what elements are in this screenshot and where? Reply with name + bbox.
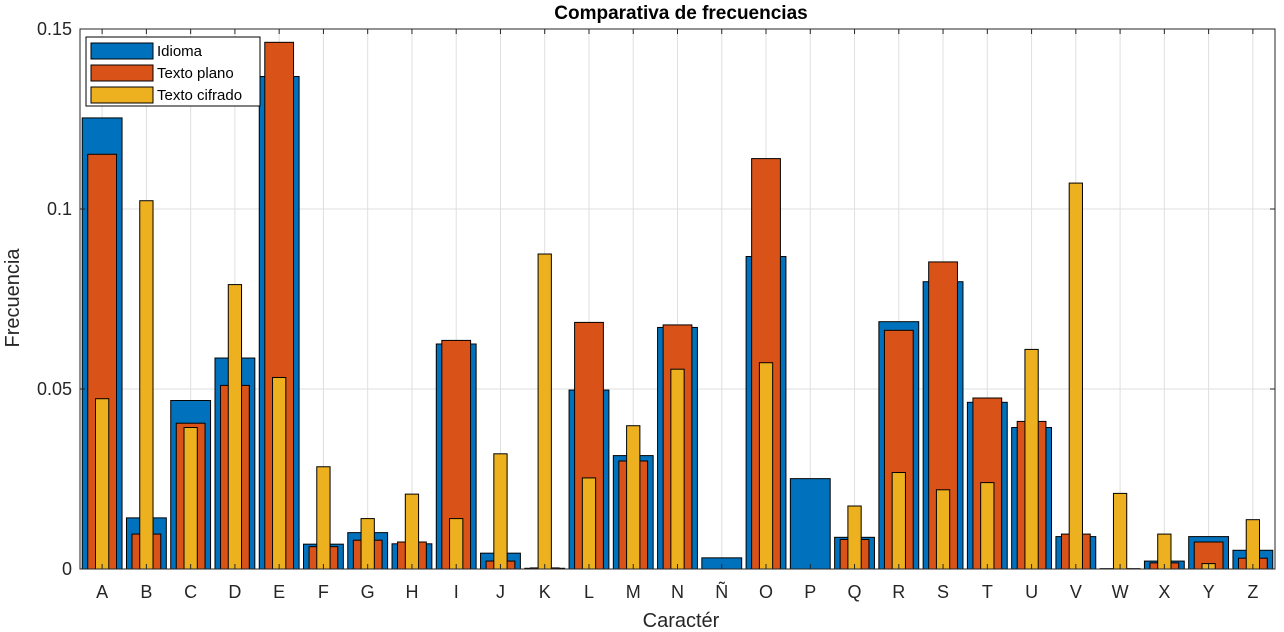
bar-texto-cifrado-M [626,425,641,570]
bar-texto-cifrado-V [1068,182,1083,570]
x-tick-label: Ñ [715,581,728,602]
bar-texto-cifrado-G [360,518,375,570]
x-tick-label: K [539,582,551,602]
x-tick-label: R [892,582,905,602]
bar-texto-cifrado-K [537,253,552,570]
x-tick-label: S [937,582,949,602]
bar-texto-cifrado-B [139,200,154,570]
legend-label-2: Texto plano [157,65,234,82]
bar-texto-cifrado-F [316,466,331,570]
bar-texto-cifrado-L [581,477,597,570]
x-tick-label: T [982,582,993,602]
legend-swatch-3 [90,86,154,104]
x-tick-label: I [454,582,459,602]
bar-texto-cifrado-N [670,368,685,570]
bar-texto-cifrado-S [935,489,951,570]
bar-texto-cifrado-T [980,482,995,570]
y-tick-label: 0 [62,559,72,579]
x-tick-label: J [496,582,505,602]
bar-texto-cifrado-R [891,472,906,570]
bar-texto-cifrado-E [272,376,287,570]
x-tick-label: D [228,582,241,602]
legend-label-1: Idioma [157,43,203,60]
bars [81,41,1274,570]
legend-label-3: Texto cifrado [157,87,242,104]
x-tick-label: Q [848,582,862,602]
bar-texto-cifrado-A [94,398,110,570]
bar-texto-plano-Y [1193,541,1224,570]
x-tick-label: O [759,582,773,602]
y-tick-label: 0.05 [37,379,72,399]
chart-title: Comparativa de frecuencias [554,3,807,24]
x-tick-label: C [184,582,197,602]
x-tick-label: U [1025,582,1038,602]
x-tick-label: A [96,582,108,602]
bar-texto-cifrado-C [183,427,198,570]
x-tick-label: V [1070,582,1082,602]
x-tick-label: N [671,582,684,602]
bar-texto-cifrado-I [449,518,464,570]
bar-idioma-P [789,478,831,570]
x-tick-label: H [405,582,418,602]
x-tick-label: P [804,582,816,602]
x-tick-label: Z [1247,582,1258,602]
bar-texto-cifrado-O [758,362,774,570]
x-tick-label: M [626,582,641,602]
x-tick-label: W [1112,582,1129,602]
x-tick-label: B [140,582,152,602]
legend-swatch-1 [90,42,154,60]
x-tick-label: E [273,582,285,602]
x-tick-label: X [1158,582,1170,602]
legend: Idioma Texto plano Texto cifrado [85,36,261,107]
bar-texto-cifrado-H [404,493,420,570]
bar-texto-cifrado-X [1157,533,1172,570]
ticks: A B C D E F G H I J K L M N Ñ O P Q R S T U V W X Y Z 0 0.05 0.1 0.15 [37,19,1275,602]
y-tick-label: 0.15 [37,19,72,39]
bar-texto-cifrado-J [493,453,508,570]
x-tick-label: Y [1203,582,1215,602]
bar-texto-cifrado-W [1112,492,1128,570]
bar-texto-cifrado-D [227,284,243,570]
x-tick-label: L [584,582,594,602]
x-tick-label: F [318,582,329,602]
bar-texto-cifrado-Q [847,505,862,570]
bar-texto-cifrado-U [1024,348,1039,570]
y-axis-label: Frecuencia [2,248,24,348]
y-tick-label: 0.1 [47,199,72,219]
x-axis-label: Caractér [643,610,720,632]
x-tick-label: G [361,582,375,602]
bar-texto-cifrado-Z [1245,519,1261,570]
legend-swatch-2 [90,64,154,82]
